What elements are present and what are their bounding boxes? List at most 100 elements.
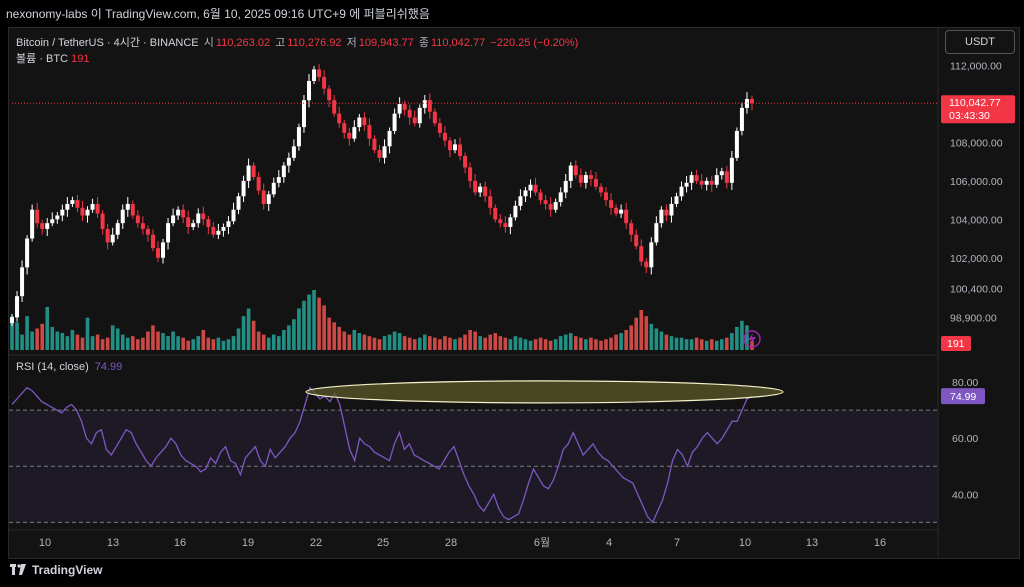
candle [427, 100, 432, 112]
volume-bar [256, 331, 261, 350]
volume-bar [221, 340, 226, 350]
candle [624, 209, 629, 224]
volume-bar [679, 337, 684, 350]
volume-bar [594, 339, 598, 350]
candle [649, 242, 654, 268]
candle [291, 146, 296, 158]
volume-bar [740, 320, 744, 350]
candle [619, 209, 624, 214]
candle [20, 267, 25, 297]
lightning-icon-bolt [748, 333, 756, 345]
candle [387, 130, 392, 147]
volume-bar [95, 334, 100, 350]
price-tick-label: 106,000.00 [950, 176, 1003, 188]
candle-countdown: 03:43:30 [949, 110, 990, 122]
volume-bar [80, 337, 85, 350]
symbol-legend[interactable]: Bitcoin / TetherUS · 4시간 · BINANCE 시 110,… [16, 34, 580, 50]
volume-legend[interactable]: 볼륨 · BTC 191 [16, 50, 89, 66]
volume-bar [523, 339, 528, 350]
volume-bar [719, 339, 724, 350]
volume-bar [120, 334, 125, 350]
candle [563, 180, 568, 193]
symbol-title: Bitcoin / TetherUS · 4시간 · BINANCE [16, 37, 199, 49]
candle [533, 184, 538, 193]
volume-bar [246, 308, 251, 350]
rsi-line [11, 386, 753, 524]
candle [357, 117, 362, 128]
volume-bar [528, 340, 533, 350]
candle [221, 227, 226, 231]
high-value: 110,276.92 [287, 37, 342, 49]
candle [10, 317, 14, 324]
candle [458, 144, 463, 156]
volume-bar [125, 337, 130, 350]
candle [473, 180, 478, 193]
volume-bar [548, 340, 553, 350]
candle [216, 230, 221, 235]
candle [352, 127, 357, 139]
candle [538, 192, 543, 201]
volume-bar [141, 337, 145, 350]
change-value: −220.25 (−0.20%) [490, 37, 579, 49]
candle [568, 165, 573, 181]
volume-bar [342, 331, 347, 350]
volume-bar [100, 339, 105, 350]
candle [65, 203, 70, 210]
volume-bar [171, 331, 175, 350]
time-tick-label: 28 [445, 537, 457, 549]
candle [498, 219, 503, 224]
volume-bar [699, 339, 704, 350]
volume-bar [714, 340, 719, 350]
candle [286, 157, 291, 166]
volume-bar [387, 334, 392, 350]
candle [45, 223, 50, 229]
time-tick-label: 19 [242, 537, 254, 549]
volume-bar [287, 325, 291, 350]
volume-bar [136, 339, 140, 350]
volume-bar [735, 326, 739, 350]
candle [155, 248, 160, 258]
time-tick-label: 10 [39, 537, 51, 549]
volume-bar [689, 339, 694, 350]
candle [115, 223, 120, 235]
candle [161, 242, 166, 258]
candle [528, 184, 533, 191]
volume-bar [518, 337, 523, 350]
candle [659, 209, 664, 224]
candle [60, 209, 65, 216]
volume-bar [745, 325, 749, 350]
volume-bar [498, 336, 503, 350]
price-tick-label: 102,000.00 [950, 253, 1003, 265]
candle [206, 219, 211, 228]
volume-bar [10, 316, 14, 350]
volume-bar [357, 333, 362, 350]
volume-bar [146, 331, 150, 350]
time-tick-label: 13 [107, 537, 119, 549]
volume-bar [302, 300, 306, 350]
candle [422, 100, 427, 108]
currency-button[interactable]: USDT [945, 30, 1015, 54]
footer-brand[interactable]: TradingView [10, 563, 102, 577]
volume-bar [624, 330, 628, 350]
time-tick-label: 25 [377, 537, 389, 549]
volume-bar [105, 337, 110, 350]
volume-bar [543, 339, 548, 350]
volume-bar [568, 333, 573, 350]
candle [105, 228, 110, 243]
candle [120, 209, 125, 224]
volume-bar [110, 325, 115, 350]
volume-bar [332, 322, 336, 350]
candle [271, 182, 276, 195]
rsi-ellipse-annotation [305, 380, 784, 404]
candle [181, 209, 186, 218]
candle [266, 194, 271, 204]
volume-bar [362, 334, 367, 350]
candle [342, 123, 347, 133]
volume-bar [216, 337, 221, 350]
candle [226, 221, 231, 228]
volume-bar [669, 336, 674, 350]
rsi-legend[interactable]: RSI (14, close) 74.99 [16, 361, 122, 373]
chart-panel[interactable] [8, 27, 1020, 559]
